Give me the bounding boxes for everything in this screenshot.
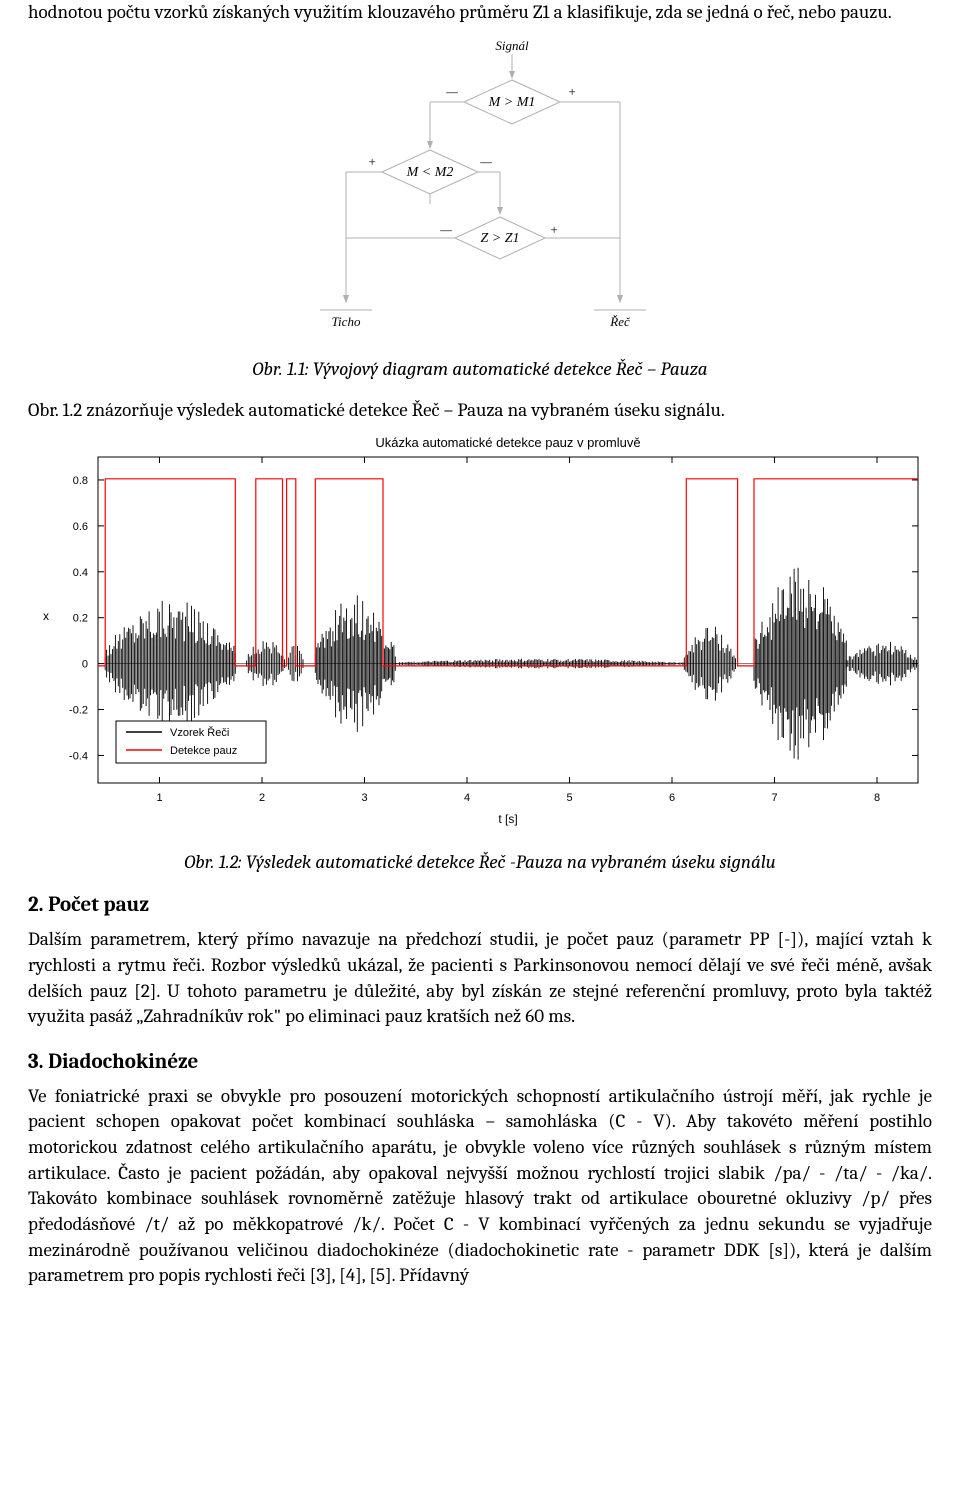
svg-text:0.2: 0.2 bbox=[73, 613, 88, 625]
svg-text:-0.4: -0.4 bbox=[69, 751, 88, 763]
svg-text:6: 6 bbox=[669, 792, 675, 804]
svg-text:M > M1: M > M1 bbox=[488, 95, 536, 110]
svg-text:3: 3 bbox=[361, 792, 367, 804]
svg-text:+: + bbox=[568, 84, 577, 99]
figure-1-1-caption: Obr. 1.1: Vývojový diagram automatické d… bbox=[28, 358, 932, 380]
svg-text:2: 2 bbox=[259, 792, 265, 804]
svg-text:-0.2: -0.2 bbox=[69, 705, 88, 717]
svg-text:0: 0 bbox=[82, 659, 88, 671]
intro-paragraph: hodnotou počtu vzorků získaných využitím… bbox=[28, 0, 932, 26]
figure-1-2-lead-text: Obr. 1.2 znázorňuje výsledek automatické… bbox=[28, 398, 932, 424]
svg-text:M < M2: M < M2 bbox=[406, 165, 454, 180]
page: hodnotou počtu vzorků získaných využitím… bbox=[0, 0, 960, 1335]
section-3-body: Ve foniatrické praxi se obvykle pro poso… bbox=[28, 1084, 932, 1289]
svg-text:0.4: 0.4 bbox=[73, 567, 88, 579]
svg-text:+: + bbox=[550, 222, 559, 237]
figure-1-2-caption: Obr. 1.2: Výsledek automatické detekce Ř… bbox=[28, 851, 932, 873]
svg-text:1: 1 bbox=[156, 792, 162, 804]
svg-text:7: 7 bbox=[771, 792, 777, 804]
svg-text:Signál: Signál bbox=[495, 38, 529, 53]
svg-text:—: — bbox=[439, 222, 452, 237]
svg-text:Ticho: Ticho bbox=[332, 314, 361, 329]
svg-text:t [s]: t [s] bbox=[498, 812, 517, 826]
svg-text:0.6: 0.6 bbox=[73, 521, 88, 533]
svg-text:+: + bbox=[368, 154, 377, 169]
svg-text:4: 4 bbox=[464, 792, 470, 804]
svg-text:Vzorek Řeči: Vzorek Řeči bbox=[170, 726, 229, 739]
section-2-body: Dalším parametrem, který přímo navazuje … bbox=[28, 927, 932, 1030]
svg-text:—: — bbox=[445, 84, 458, 99]
svg-text:8: 8 bbox=[874, 792, 880, 804]
svg-text:x: x bbox=[43, 609, 49, 623]
section-3-heading: 3. Diadochokinéze bbox=[28, 1050, 932, 1074]
chart-figure: Ukázka automatické detekce pauz v promlu… bbox=[28, 429, 932, 833]
flowchart-svg: Signál M > M1 + — M < M2 + — Z > Z1 — + Ticho Řeč bbox=[300, 36, 660, 336]
svg-text:5: 5 bbox=[566, 792, 572, 804]
flowchart-figure: Signál M > M1 + — M < M2 + — Z > Z1 — + Ticho Řeč bbox=[28, 36, 932, 340]
svg-text:Detekce pauz: Detekce pauz bbox=[170, 745, 237, 757]
svg-text:Řeč: Řeč bbox=[609, 314, 631, 329]
chart-svg: Ukázka automatické detekce pauz v promlu… bbox=[28, 429, 932, 829]
section-2-heading: 2. Počet pauz bbox=[28, 893, 932, 917]
svg-text:Ukázka automatické detekce pau: Ukázka automatické detekce pauz v promlu… bbox=[375, 435, 640, 450]
svg-text:—: — bbox=[479, 154, 492, 169]
svg-text:0.8: 0.8 bbox=[73, 475, 88, 487]
svg-text:Z > Z1: Z > Z1 bbox=[480, 231, 519, 246]
